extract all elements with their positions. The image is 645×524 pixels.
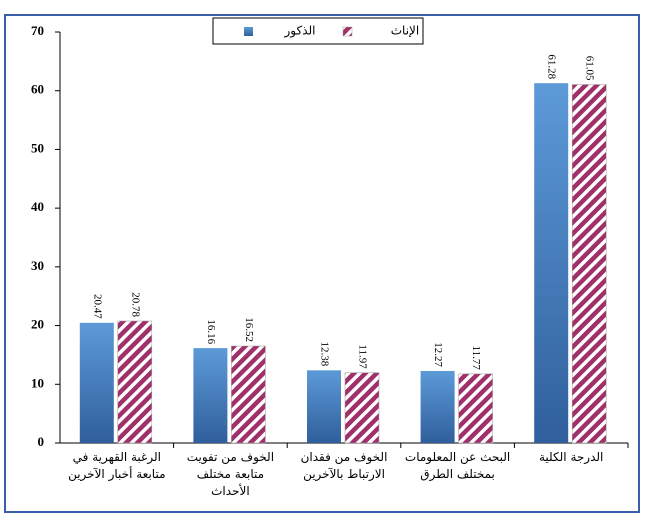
y-tick-label: 40	[31, 199, 44, 214]
data-label: 61.28	[546, 54, 558, 79]
bar	[79, 322, 114, 443]
frame	[4, 14, 640, 513]
data-label: 20.47	[91, 294, 103, 319]
bar	[307, 370, 341, 443]
bar	[344, 372, 380, 444]
bar	[420, 370, 455, 443]
y-tick-label: 0	[38, 434, 45, 449]
x-tick-label: البحث عن المعلومات بمختلف الطرق	[404, 450, 511, 481]
x-tick-label: الخوف من فقدان الارتباط بالآخرين	[300, 450, 388, 481]
data-label: 61.05	[584, 56, 596, 81]
x-tick-label: الرغبة القهرية في متابعة أخبار الآخرين	[68, 450, 166, 481]
data-label: 20.78	[129, 292, 141, 317]
y-tick-label: 20	[31, 317, 44, 332]
x-tick-label: الدرجة الكلية	[538, 450, 604, 464]
data-label: 12.27	[432, 342, 444, 367]
bar	[117, 320, 153, 444]
data-label: 11.77	[470, 346, 482, 371]
legend-swatch	[244, 27, 253, 36]
bar	[458, 373, 493, 444]
data-label: 11.97	[356, 344, 368, 369]
bar	[571, 84, 607, 444]
y-tick-label: 70	[31, 23, 44, 38]
y-tick-label: 10	[31, 375, 44, 390]
legend-label: الإناث	[391, 24, 419, 38]
data-label: 16.16	[205, 319, 217, 344]
legend-label: الذكور	[284, 24, 316, 39]
y-tick-label: 30	[31, 258, 44, 273]
x-tick-label: الخوف من تفويت متابعة مختلف الأحداث	[186, 450, 275, 498]
data-label: 16.52	[243, 317, 255, 342]
bar	[193, 348, 228, 443]
bar	[231, 345, 266, 444]
y-tick-label: 60	[31, 82, 44, 97]
bar	[534, 83, 569, 444]
legend-swatch	[342, 26, 353, 37]
data-label: 12.38	[318, 342, 330, 367]
y-tick-label: 50	[31, 140, 44, 155]
